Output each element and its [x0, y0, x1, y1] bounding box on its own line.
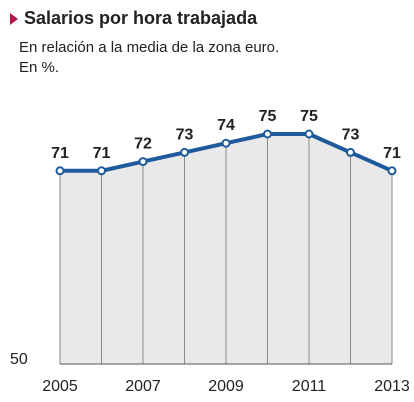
data-point-2013	[387, 166, 397, 176]
x-tick-label-2009: 2009	[208, 378, 244, 395]
data-label-2011: 75	[300, 108, 318, 125]
chart-title-row: Salarios por hora trabajada	[10, 8, 257, 29]
data-point-2012	[346, 147, 355, 157]
data-label-2012: 73	[342, 126, 360, 143]
data-label-2006: 71	[93, 145, 111, 162]
data-point-2005	[55, 166, 65, 176]
subtitle-line-1: En relación a la media de la zona euro.	[19, 39, 280, 56]
chart-title: Salarios por hora trabajada	[24, 8, 258, 28]
chart-subtitle: En relación a la media de la zona euro. …	[19, 38, 279, 78]
data-point-2009	[221, 138, 231, 148]
data-point-2010	[263, 129, 272, 139]
y-tick-label-50: 50	[10, 351, 28, 368]
data-point-2008	[180, 147, 189, 157]
data-point-2011	[304, 129, 314, 139]
data-label-2008: 73	[176, 126, 194, 143]
data-point-2006	[97, 166, 106, 176]
data-label-2013: 71	[383, 145, 401, 162]
data-label-2005: 71	[51, 145, 69, 162]
x-tick-label-2007: 2007	[125, 378, 161, 395]
data-label-2009: 74	[217, 117, 235, 134]
x-tick-label-2005: 2005	[42, 378, 78, 395]
data-label-2007: 72	[134, 136, 152, 153]
subtitle-line-2: En %.	[19, 59, 60, 76]
title-bullet-icon	[10, 12, 18, 25]
x-tick-label-2013: 2013	[374, 378, 410, 395]
data-label-2010: 75	[259, 108, 277, 125]
x-tick-label-2011: 2011	[292, 378, 327, 395]
data-point-2007	[138, 157, 148, 167]
